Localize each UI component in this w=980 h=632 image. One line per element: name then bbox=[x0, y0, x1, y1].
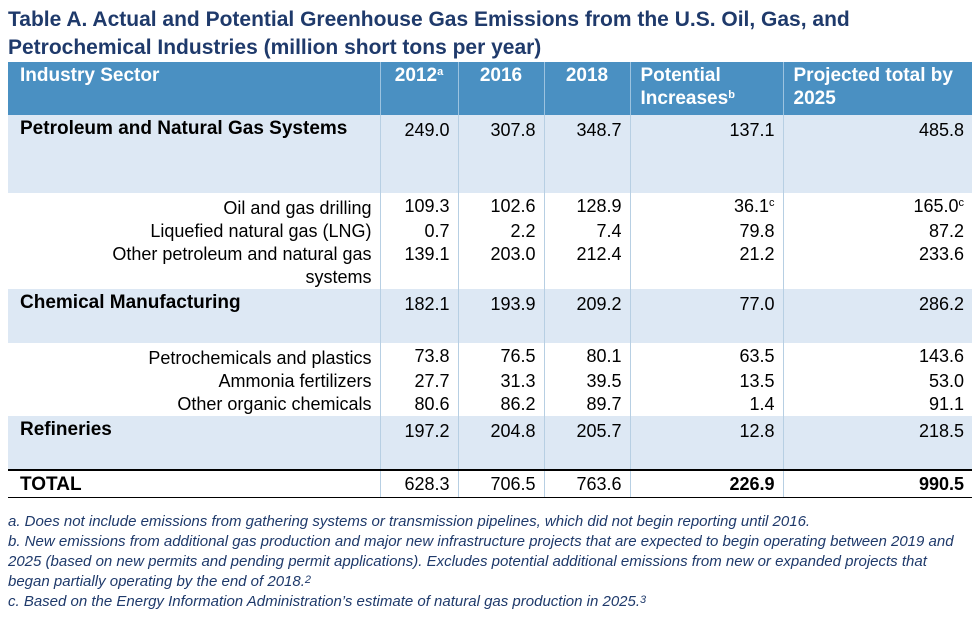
total-row: TOTAL 628.3 706.5 763.6 226.9 990.5 bbox=[8, 469, 972, 498]
cell-potential: 137.1 bbox=[629, 115, 783, 193]
cell-2012: 182.1 bbox=[379, 289, 458, 343]
cell-2012: 27.7 bbox=[379, 370, 458, 393]
footnote-marker-c: c bbox=[769, 197, 775, 209]
footnote-c: c. Based on the Energy Information Admin… bbox=[8, 593, 647, 610]
sector-label: Petroleum and Natural Gas Systems bbox=[8, 115, 380, 193]
subsector-label: Other organic chemicals bbox=[8, 393, 380, 416]
header-2018: 2018 bbox=[543, 62, 630, 115]
cell-projected: 143.6 bbox=[782, 343, 972, 370]
table-row: Petrochemicals and plastics 73.8 76.5 80… bbox=[8, 343, 972, 370]
footnote-b: b. New emissions from additional gas pro… bbox=[8, 533, 954, 590]
cell-projected: 485.8 bbox=[782, 115, 972, 193]
cell-potential: 36.1c bbox=[629, 193, 783, 220]
cell-projected: 165.0c bbox=[782, 193, 972, 220]
cell-projected: 218.5 bbox=[782, 416, 972, 470]
cell-2012: 0.7 bbox=[379, 220, 458, 243]
cell-potential: 79.8 bbox=[629, 220, 783, 243]
cell-2016: 86.2 bbox=[457, 393, 544, 416]
cell-2012: 139.1 bbox=[379, 243, 458, 289]
total-label: TOTAL bbox=[8, 469, 380, 498]
cell-2018: 80.1 bbox=[543, 343, 630, 370]
cell-2018: 39.5 bbox=[543, 370, 630, 393]
footnotes: a. Does not include emissions from gathe… bbox=[8, 512, 972, 612]
table-row: Chemical Manufacturing 182.1 193.9 209.2… bbox=[8, 289, 972, 343]
cell-2012: 109.3 bbox=[379, 193, 458, 220]
cell-projected: 286.2 bbox=[782, 289, 972, 343]
header-projected-total: Projected total by 2025 bbox=[782, 62, 972, 115]
cell-projected: 87.2 bbox=[782, 220, 972, 243]
emissions-table: Industry Sector 2012a 2016 2018 Potentia… bbox=[8, 62, 972, 498]
table-title: Table A. Actual and Potential Greenhouse… bbox=[8, 8, 850, 59]
footnote-marker-b: b bbox=[728, 89, 735, 101]
cell-projected: 91.1 bbox=[782, 393, 972, 416]
cell-2016: 307.8 bbox=[457, 115, 544, 193]
subsector-label: Liquefied natural gas (LNG) bbox=[8, 220, 380, 243]
table-row: Ammonia fertilizers 27.7 31.3 39.5 13.5 … bbox=[8, 370, 972, 393]
cell-2018: 212.4 bbox=[543, 243, 630, 289]
cell-2016: 76.5 bbox=[457, 343, 544, 370]
subsector-label: Oil and gas drilling bbox=[8, 193, 380, 220]
cell-potential: 1.4 bbox=[629, 393, 783, 416]
cell-2016: 102.6 bbox=[457, 193, 544, 220]
table-row: Liquefied natural gas (LNG) 0.7 2.2 7.4 … bbox=[8, 220, 972, 243]
cell-projected: 990.5 bbox=[782, 469, 972, 498]
subsector-label: Petrochemicals and plastics bbox=[8, 343, 380, 370]
table-row: Oil and gas drilling 109.3 102.6 128.9 3… bbox=[8, 193, 972, 220]
cell-potential: 77.0 bbox=[629, 289, 783, 343]
cell-2018: 209.2 bbox=[543, 289, 630, 343]
header-industry-sector: Industry Sector bbox=[20, 65, 160, 86]
sector-label: Refineries bbox=[8, 416, 380, 470]
cell-potential: 12.8 bbox=[629, 416, 783, 470]
cell-2018: 763.6 bbox=[543, 469, 630, 498]
cell-2018: 7.4 bbox=[543, 220, 630, 243]
footnote-a: a. Does not include emissions from gathe… bbox=[8, 513, 811, 530]
cell-2012: 73.8 bbox=[379, 343, 458, 370]
cell-2012: 628.3 bbox=[379, 469, 458, 498]
sector-label: Chemical Manufacturing bbox=[8, 289, 380, 343]
reference-marker: 2 bbox=[304, 574, 312, 586]
header-potential-increases: Potential Increasesb bbox=[629, 62, 783, 115]
cell-2016: 193.9 bbox=[457, 289, 544, 343]
cell-2018: 205.7 bbox=[543, 416, 630, 470]
cell-2016: 203.0 bbox=[457, 243, 544, 289]
cell-projected: 233.6 bbox=[782, 243, 972, 289]
header-2016: 2016 bbox=[457, 62, 544, 115]
cell-potential: 13.5 bbox=[629, 370, 783, 393]
table-row: Refineries 197.2 204.8 205.7 12.8 218.5 bbox=[8, 416, 972, 470]
cell-2018: 89.7 bbox=[543, 393, 630, 416]
subsector-label: Ammonia fertilizers bbox=[8, 370, 380, 393]
cell-2016: 31.3 bbox=[457, 370, 544, 393]
table-row: Other organic chemicals 80.6 86.2 89.7 1… bbox=[8, 393, 972, 416]
header-2012: 2012a bbox=[379, 62, 458, 115]
cell-2016: 2.2 bbox=[457, 220, 544, 243]
cell-2012: 197.2 bbox=[379, 416, 458, 470]
cell-2012: 80.6 bbox=[379, 393, 458, 416]
cell-2018: 128.9 bbox=[543, 193, 630, 220]
table-row: Other petroleum and natural gas systems … bbox=[8, 243, 972, 289]
cell-2016: 204.8 bbox=[457, 416, 544, 470]
cell-2018: 348.7 bbox=[543, 115, 630, 193]
cell-potential: 63.5 bbox=[629, 343, 783, 370]
cell-projected: 53.0 bbox=[782, 370, 972, 393]
header-row: Industry Sector 2012a 2016 2018 Potentia… bbox=[8, 62, 972, 115]
cell-2016: 706.5 bbox=[457, 469, 544, 498]
cell-potential: 226.9 bbox=[629, 469, 783, 498]
reference-marker: 3 bbox=[640, 594, 647, 606]
table-row: Petroleum and Natural Gas Systems 249.0 … bbox=[8, 115, 972, 193]
subsector-label: Other petroleum and natural gas systems bbox=[8, 243, 380, 289]
cell-potential: 21.2 bbox=[629, 243, 783, 289]
footnote-marker-a: a bbox=[437, 66, 444, 78]
footnote-marker-c: c bbox=[958, 197, 965, 209]
cell-2012: 249.0 bbox=[379, 115, 458, 193]
